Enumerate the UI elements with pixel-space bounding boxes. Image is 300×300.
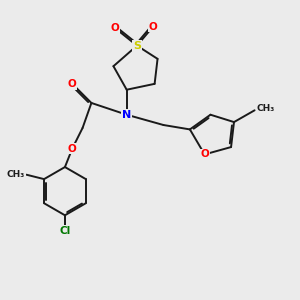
Text: S: S — [133, 40, 141, 51]
Text: N: N — [122, 110, 131, 120]
Text: O: O — [68, 143, 77, 154]
Text: Cl: Cl — [59, 226, 70, 236]
Text: O: O — [149, 22, 158, 32]
Text: O: O — [68, 79, 77, 89]
Text: O: O — [110, 23, 119, 33]
Text: CH₃: CH₃ — [257, 104, 275, 113]
Text: CH₃: CH₃ — [7, 169, 25, 178]
Text: O: O — [200, 149, 209, 159]
